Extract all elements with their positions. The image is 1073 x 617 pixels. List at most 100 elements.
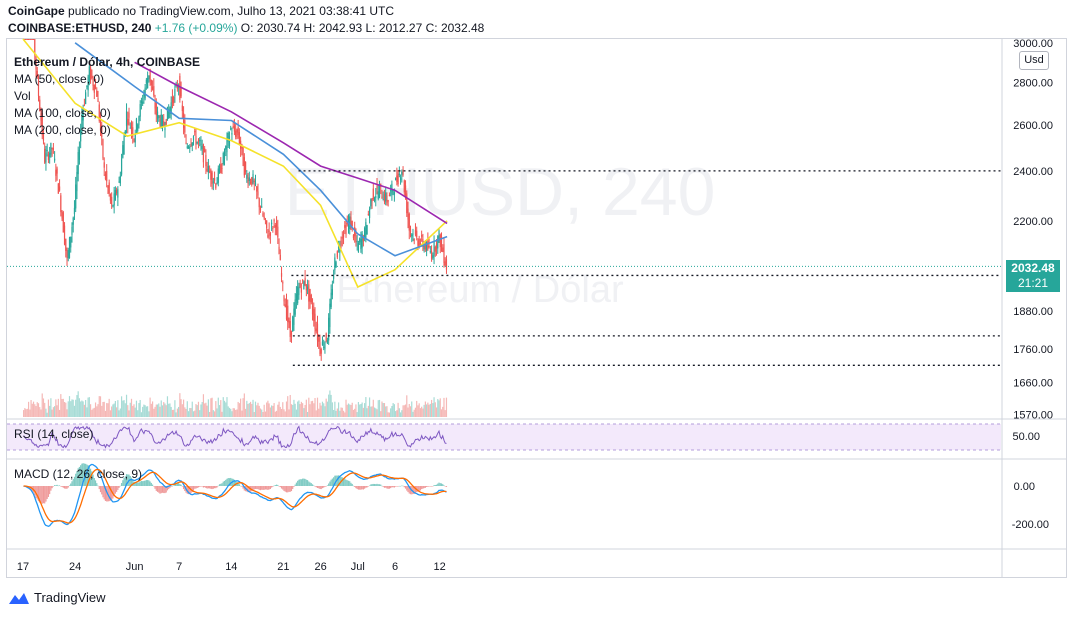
volume-bar — [217, 397, 219, 417]
candle-body — [305, 284, 307, 291]
macd-hist-bar — [243, 486, 245, 491]
volume-bar — [261, 409, 263, 417]
volume-bar — [258, 405, 260, 417]
candle-body — [173, 96, 175, 104]
macd-hist-bar — [361, 486, 363, 490]
candle-body — [194, 131, 196, 133]
volume-group — [23, 390, 448, 417]
volume-bar — [218, 405, 221, 417]
volume-bar — [292, 404, 294, 417]
candle-body — [35, 54, 37, 70]
volume-bar — [186, 401, 188, 417]
macd-hist-bar — [70, 483, 72, 486]
volume-bar — [98, 396, 100, 417]
macd-hist-bar — [256, 486, 258, 490]
volume-bar — [232, 408, 234, 417]
candle-body — [263, 216, 265, 219]
candle-body — [304, 278, 306, 285]
macd-hist-bar — [375, 484, 377, 486]
volume-bar — [339, 410, 341, 417]
volume-bar — [72, 399, 74, 417]
candle-body — [319, 342, 321, 355]
candle-body — [362, 237, 364, 242]
macd-hist-bar — [68, 485, 71, 486]
macd-hist-bar — [368, 485, 371, 487]
volume-bar — [161, 405, 164, 417]
macd-hist-bar — [92, 474, 94, 486]
candle-body — [443, 244, 445, 264]
macd-hist-bar — [293, 486, 295, 487]
candle-body — [235, 130, 237, 137]
macd-hist-bar — [314, 486, 316, 487]
macd-hist-bar — [308, 481, 310, 486]
macd-hist-bar — [77, 468, 79, 486]
volume-bar — [201, 402, 203, 417]
macd-hist-bar — [156, 486, 159, 492]
candle-body — [231, 133, 233, 135]
macd-hist-bar — [278, 486, 280, 487]
macd-hist-bar — [178, 482, 180, 486]
volume-bar — [279, 406, 281, 417]
volume-bar — [253, 412, 255, 417]
candles-group — [23, 39, 448, 361]
macd-hist-bar — [346, 480, 348, 486]
macd-hist-bar — [233, 479, 236, 486]
candle-body — [83, 104, 85, 106]
volume-bar — [308, 397, 310, 417]
macd-hist-bar — [303, 478, 305, 486]
candle-body — [376, 185, 378, 189]
macd-hist-bar — [40, 486, 42, 504]
legend-ma100: MA (100, close, 0) — [14, 106, 111, 120]
candle-body — [440, 236, 443, 245]
candle-body — [428, 246, 430, 248]
candle-body — [349, 216, 351, 229]
macd-hist-bar — [318, 486, 320, 489]
macd-hist-bar — [202, 486, 205, 488]
volume-bar — [357, 402, 360, 417]
time-tick-label: 17 — [17, 561, 29, 573]
candle-body — [187, 147, 190, 149]
volume-bar — [359, 404, 361, 417]
volume-bar — [388, 412, 391, 417]
macd-hist-bar — [300, 479, 302, 486]
macd-hist-bar — [359, 486, 361, 490]
macd-hist-bar — [367, 486, 369, 487]
currency-button[interactable]: Usd — [1019, 51, 1049, 70]
volume-bar — [85, 399, 87, 417]
macd-hist-bar — [50, 486, 52, 491]
macd-hist-bar — [67, 486, 69, 488]
candle-body — [82, 108, 84, 121]
candle-body — [130, 123, 133, 131]
macd-hist-bar — [297, 480, 299, 486]
candle-body — [101, 124, 103, 138]
candle-body — [336, 251, 338, 258]
macd-hist-bar — [63, 486, 66, 489]
macd-hist-bar — [158, 486, 160, 493]
volume-bar — [288, 409, 290, 417]
candle-body — [117, 189, 119, 198]
footer-brand[interactable]: TradingView — [8, 590, 106, 605]
volume-bar — [429, 403, 431, 417]
volume-bar — [174, 400, 176, 417]
volume-bar — [409, 406, 412, 417]
time-tick-label: 26 — [314, 561, 326, 573]
macd-hist-bar — [370, 484, 372, 486]
macd-hist-bar — [216, 486, 218, 488]
candle-body — [432, 255, 434, 258]
candle-body — [71, 226, 73, 235]
volume-bar — [274, 411, 276, 417]
volume-bar — [54, 406, 56, 417]
volume-bar — [248, 403, 250, 417]
macd-hist-bar — [283, 486, 285, 491]
candle-body — [264, 218, 267, 220]
macd-hist-bar — [438, 482, 440, 486]
macd-hist-bar — [442, 484, 444, 486]
candle-body — [116, 189, 118, 194]
volume-bar — [221, 411, 223, 417]
candle-body — [287, 305, 289, 323]
macd-hist-bar — [304, 478, 306, 486]
macd-hist-bar — [351, 483, 353, 486]
candle-body — [63, 225, 66, 245]
volume-bar — [40, 409, 42, 417]
